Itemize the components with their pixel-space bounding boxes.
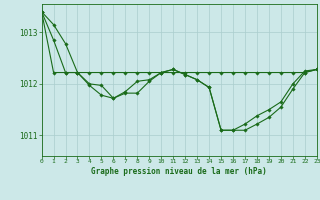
X-axis label: Graphe pression niveau de la mer (hPa): Graphe pression niveau de la mer (hPa) [91,167,267,176]
